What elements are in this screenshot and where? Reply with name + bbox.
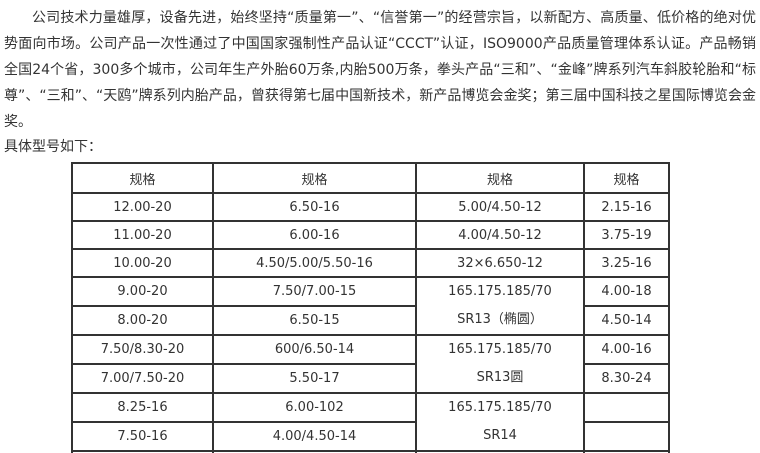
spec-cell: 12.00-20	[71, 192, 214, 222]
spec-cell: 4.50/5.00-14	[212, 450, 417, 453]
spec-cell-line: SR13（椭圆）	[457, 312, 543, 327]
spec-cell-empty	[583, 392, 670, 423]
table-header-row: 规格 规格 规格 规格	[71, 162, 670, 194]
spec-cell: 3.75-19	[583, 220, 670, 250]
spec-cell-line: 165.175.185/70	[448, 400, 552, 415]
spec-cell: 4.50/5.00/5.50-16	[212, 248, 417, 278]
spec-column-header-2: 规格	[212, 162, 417, 194]
models-list-label: 具体型号如下：	[4, 139, 102, 155]
spec-cell: 205.215.70R15	[415, 450, 585, 453]
spec-cell: 10.00-20	[71, 248, 214, 278]
table-row: 7.50/8.30-20 600/6.50-14 165.175.185/70 …	[71, 334, 670, 394]
spec-cell: 6.50-15	[212, 305, 417, 336]
spec-cell: 7.50-16	[71, 421, 214, 452]
spec-cell: 6.00-102	[212, 392, 417, 423]
spec-cell: 4.00-18	[583, 276, 670, 307]
spec-cell: 7.00/6.50-16	[71, 450, 214, 453]
spec-cell-empty	[583, 421, 670, 452]
spec-cell: 600/6.50-14	[212, 334, 417, 365]
spec-cell: 8.25-16	[71, 392, 214, 423]
table-row: 10.00-20 4.50/5.00/5.50-16 32×6.650-12 3…	[71, 248, 670, 278]
spec-cell: 4.00-16	[583, 334, 670, 365]
spec-cell-line: 165.175.185/70	[448, 284, 552, 299]
spec-cell: 4.00/4.50-12	[415, 220, 585, 250]
spec-cell-empty	[583, 450, 670, 453]
table-row: 12.00-20 6.50-16 5.00/4.50-12 2.15-16	[71, 192, 670, 222]
spec-cell-merged: 165.175.185/70 SR13圆	[415, 334, 585, 394]
spec-cell: 6.00-16	[212, 220, 417, 250]
spec-cell: 8.30-24	[583, 363, 670, 394]
spec-column-header-4: 规格	[583, 162, 670, 194]
table-row: 7.00/6.50-16 4.50/5.00-14 205.215.70R15	[71, 450, 670, 453]
spec-cell: 7.50/7.00-15	[212, 276, 417, 307]
spec-cell: 2.15-16	[583, 192, 670, 222]
company-intro-paragraph: 公司技术力量雄厚，设备先进，始终坚持“质量第一”、“信誉第一”的经营宗旨，以新配…	[4, 10, 756, 130]
table-row: 7.00/7.50-20 5.50-17 8.30-24	[71, 363, 670, 394]
table-row: 11.00-20 6.00-16 4.00/4.50-12 3.75-19	[71, 220, 670, 250]
spec-cell-line: SR13圆	[476, 370, 524, 385]
spec-cell: 11.00-20	[71, 220, 214, 250]
spec-cell-line: 165.175.185/70	[448, 342, 552, 357]
spec-column-header-3: 规格	[415, 162, 585, 194]
spec-cell: 4.00/4.50-14	[212, 421, 417, 452]
spec-cell: 6.50-16	[212, 192, 417, 222]
spec-cell: 3.25-16	[583, 248, 670, 278]
spec-cell: 7.50/8.30-20	[71, 334, 214, 365]
spec-cell: 5.50-17	[212, 363, 417, 394]
spec-cell: 7.00/7.50-20	[71, 363, 214, 394]
tire-spec-table: 规格 规格 规格 规格 12.00-20 6.50-16 5.00/4.50-1…	[71, 162, 670, 453]
table-row: 7.50-16 4.00/4.50-14	[71, 421, 670, 452]
table-row: 8.00-20 6.50-15 4.50-14	[71, 305, 670, 336]
spec-column-header-1: 规格	[71, 162, 214, 194]
spec-cell-line: SR14	[483, 428, 517, 443]
spec-cell-merged: 165.175.185/70 SR13（椭圆）	[415, 276, 585, 336]
table-row: 8.25-16 6.00-102 165.175.185/70 SR14	[71, 392, 670, 452]
spec-cell-merged: 165.175.185/70 SR14	[415, 392, 585, 452]
spec-cell: 9.00-20	[71, 276, 214, 307]
table-row: 9.00-20 7.50/7.00-15 165.175.185/70 SR13…	[71, 276, 670, 336]
spec-cell: 32×6.650-12	[415, 248, 585, 278]
spec-cell: 5.00/4.50-12	[415, 192, 585, 222]
spec-cell: 8.00-20	[71, 305, 214, 336]
spec-cell: 4.50-14	[583, 305, 670, 336]
